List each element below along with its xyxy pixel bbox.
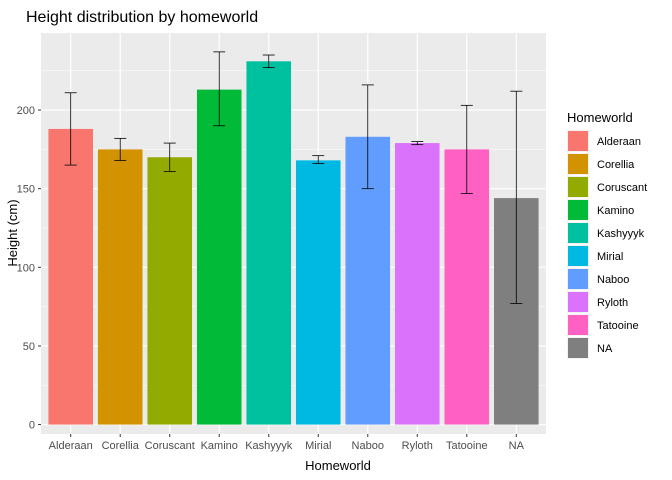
legend-key	[568, 131, 588, 151]
x-tick-label: Coruscant	[145, 440, 195, 452]
legend-label: Kashyyyk	[597, 228, 645, 240]
y-axis-title: Height (cm)	[5, 199, 20, 266]
legend-label: Alderaan	[597, 136, 641, 148]
legend-label: Mirial	[597, 251, 623, 263]
error-bar-alderaan	[64, 92, 77, 166]
legend-key	[568, 200, 588, 220]
legend: Homeworld Alderaan Corellia Coruscant Kamin…	[567, 110, 647, 359]
bars	[48, 61, 539, 425]
x-tick-label: Kamino	[201, 440, 238, 452]
y-tick-label: 50	[23, 341, 35, 353]
legend-title: Homeworld	[567, 110, 633, 125]
bar-coruscant	[147, 157, 193, 425]
legend-key	[568, 246, 588, 266]
error-bars	[64, 51, 523, 304]
x-tick-label: NA	[509, 440, 525, 452]
legend-item: Tatooine	[567, 314, 639, 336]
legend-label: Kamino	[597, 205, 634, 217]
x-tick-label: Alderaan	[49, 440, 93, 452]
error-bar-corellia	[114, 137, 127, 161]
bar-kamino	[196, 89, 242, 425]
error-bar-kashyyyk	[262, 54, 275, 68]
legend-item: Mirial	[567, 245, 623, 267]
y-tick-label: 150	[17, 184, 35, 196]
legend-label: NA	[597, 343, 613, 355]
bar-corellia	[97, 149, 143, 425]
x-tick-label: Tatooine	[446, 440, 488, 452]
legend-label: Corellia	[597, 159, 635, 171]
chart-title: Height distribution by homeworld	[26, 9, 258, 26]
legend-key	[568, 338, 588, 358]
x-tick-label: Kashyyyk	[245, 440, 293, 452]
x-tick-label: Naboo	[352, 440, 384, 452]
legend-key	[568, 269, 588, 289]
legend-key	[568, 154, 588, 174]
bar-tatooine	[444, 149, 490, 425]
legend-item: NA	[567, 337, 613, 359]
y-axis: 0 50 100 150 200	[17, 105, 41, 432]
error-bar-coruscant	[163, 142, 176, 172]
legend-label: Coruscant	[597, 182, 647, 194]
legend-key	[568, 315, 588, 335]
error-bar-kamino	[213, 51, 226, 127]
x-axis-title: Homeworld	[305, 458, 371, 473]
x-tick-label: Ryloth	[402, 440, 433, 452]
legend-label: Ryloth	[597, 297, 628, 309]
legend-item: Alderaan	[567, 130, 641, 152]
legend-key	[568, 223, 588, 243]
x-tick-label: Mirial	[305, 440, 331, 452]
bar-kashyyyk	[246, 61, 292, 425]
legend-item: Coruscant	[567, 176, 647, 198]
y-tick-label: 200	[17, 105, 35, 117]
y-tick-label: 0	[29, 420, 35, 432]
legend-item: Corellia	[567, 153, 635, 175]
error-bar-ryloth	[411, 141, 424, 146]
legend-key	[568, 292, 588, 312]
legend-item: Kashyyyk	[567, 222, 645, 244]
error-bar-mirial	[312, 155, 325, 164]
bar-mirial	[295, 160, 341, 425]
legend-item: Naboo	[567, 268, 629, 290]
x-axis: Alderaan Corellia Coruscant Kamino Kashyyyk M…	[49, 434, 525, 452]
x-tick-label: Corellia	[102, 440, 140, 452]
legend-item: Ryloth	[567, 291, 628, 313]
error-bar-tatooine	[460, 104, 473, 194]
legend-item: Kamino	[567, 199, 634, 221]
error-bar-naboo	[361, 84, 374, 190]
y-tick-label: 100	[17, 262, 35, 274]
bar-ryloth	[394, 143, 440, 425]
legend-key	[568, 177, 588, 197]
error-bar-na	[510, 90, 523, 304]
legend-label: Naboo	[597, 274, 629, 286]
bar-alderaan	[48, 128, 93, 425]
legend-label: Tatooine	[597, 320, 639, 332]
